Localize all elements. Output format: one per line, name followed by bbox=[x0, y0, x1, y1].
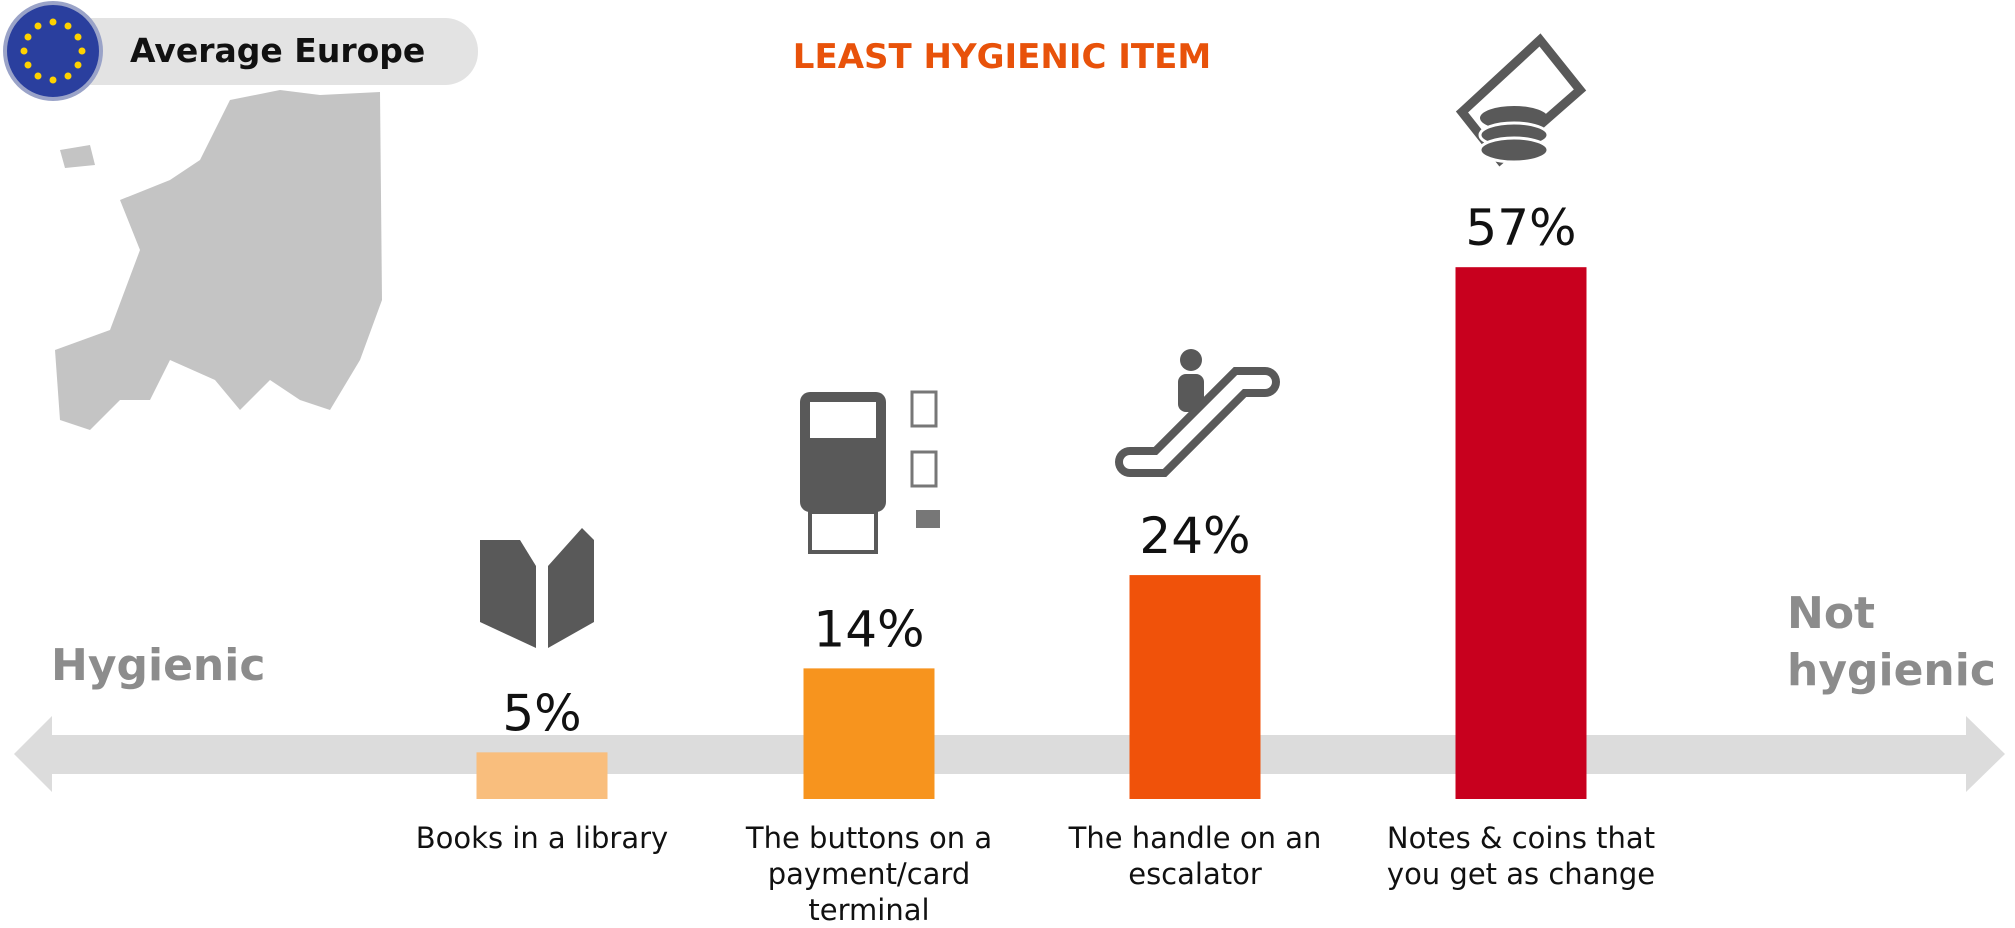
bar bbox=[1129, 575, 1261, 799]
europe-map bbox=[55, 90, 382, 430]
category-label: The handle on an escalator bbox=[1068, 821, 1322, 891]
money-icon bbox=[1455, 33, 1587, 167]
eu-stars bbox=[20, 18, 86, 84]
eu-flag bbox=[3, 1, 103, 101]
category-label: Books in a library bbox=[415, 821, 669, 855]
bar bbox=[476, 752, 608, 799]
badge-label: Average Europe bbox=[130, 31, 425, 70]
iceland bbox=[60, 145, 95, 168]
escalator-icon bbox=[1115, 349, 1280, 477]
chart-title: LEAST HYGIENIC ITEM bbox=[793, 37, 1211, 77]
axis-arrow bbox=[14, 716, 2005, 792]
value-label: 57% bbox=[1465, 199, 1576, 257]
badge-pill bbox=[60, 18, 478, 85]
bar bbox=[803, 668, 935, 799]
book-icon bbox=[480, 528, 594, 648]
value-label: 14% bbox=[813, 600, 924, 658]
terminal-icon bbox=[800, 390, 940, 554]
value-label: 5% bbox=[502, 684, 581, 742]
right-label: Not hygienic bbox=[1787, 588, 1996, 696]
left-label: Hygienic bbox=[51, 640, 266, 691]
bar bbox=[1455, 267, 1587, 799]
category-label: The buttons on a payment/card terminal bbox=[745, 821, 993, 927]
value-label: 24% bbox=[1139, 507, 1250, 565]
category-label: Notes & coins that you get as change bbox=[1386, 821, 1656, 891]
